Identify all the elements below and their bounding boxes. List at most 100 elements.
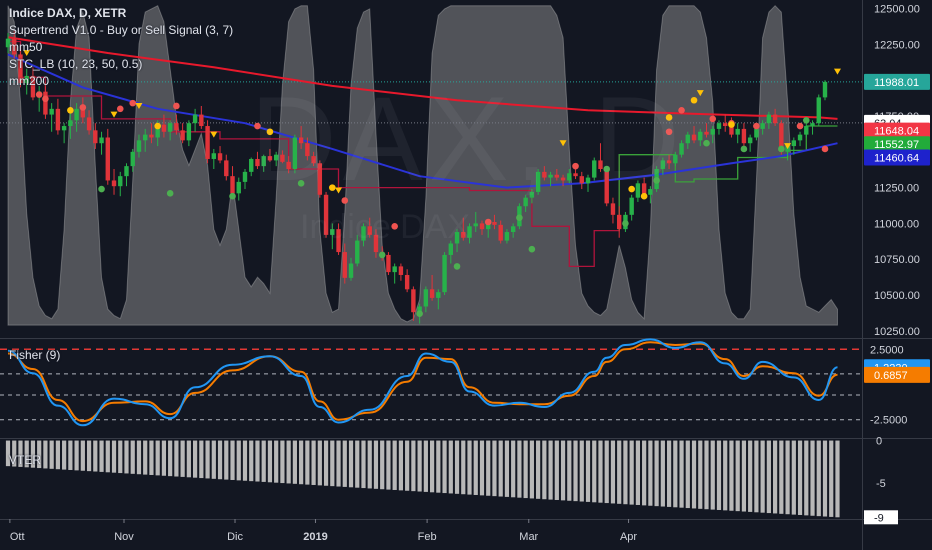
candle-body <box>342 252 347 278</box>
candle-body <box>741 128 747 144</box>
vter-bar <box>629 440 634 505</box>
legend-title[interactable]: Indice DAX, D, XETR <box>9 6 127 20</box>
vter-bar <box>361 440 366 489</box>
legend-mm50[interactable]: mm50 <box>9 40 43 54</box>
candle-body <box>710 128 715 135</box>
vter-bar <box>12 440 17 467</box>
candle-body <box>155 124 160 138</box>
vter-bar <box>660 440 665 507</box>
sell-signal <box>753 122 760 130</box>
vter-bar <box>143 440 148 475</box>
candle-body <box>704 131 709 135</box>
candle-body <box>74 108 79 121</box>
candle-body <box>610 203 616 215</box>
vter-bar <box>105 440 110 473</box>
candle-body <box>30 75 36 98</box>
vter-bar <box>380 440 385 490</box>
candle-body <box>224 160 229 177</box>
candle-body <box>797 134 803 141</box>
vter-bar <box>323 440 329 486</box>
candle-body <box>136 140 142 152</box>
candle-body <box>68 120 73 127</box>
vter-bar <box>679 440 684 508</box>
vter-bar <box>779 440 784 514</box>
vter-bar <box>49 440 54 469</box>
candle-body <box>255 158 260 167</box>
vter-bar <box>111 440 117 473</box>
candle-body <box>292 137 298 169</box>
buy-signal <box>378 251 386 259</box>
vter-bar <box>822 440 828 517</box>
price-badge: 11988.01 <box>874 77 919 89</box>
price-tick: 12250.00 <box>874 39 920 51</box>
vter-bar <box>417 440 422 492</box>
candle-body <box>230 176 235 194</box>
fisher-tick: -2.5000 <box>870 415 907 427</box>
vter-bar <box>598 440 603 503</box>
candle-body <box>473 223 478 227</box>
candle-body <box>336 229 341 253</box>
vter-bar <box>168 440 173 477</box>
vter-bar <box>330 440 335 487</box>
vter-bar <box>355 440 360 488</box>
vter-bar <box>754 440 759 513</box>
candle-body <box>80 108 86 118</box>
buy-signal <box>297 180 305 187</box>
vter-bar <box>579 440 584 502</box>
vter-bar <box>835 440 840 518</box>
vter-bar <box>461 440 466 495</box>
price-badge: 11552.97 <box>874 139 919 151</box>
vter-bar <box>785 440 790 515</box>
legend-supertrend[interactable]: Supertrend V1.0 - Buy or Sell Signal (3,… <box>9 23 234 37</box>
candle-body <box>398 266 404 275</box>
candle-body <box>735 128 740 135</box>
legend-stc[interactable]: STC_LB (10, 23, 50, 0.5) <box>9 57 143 71</box>
fisher-legend[interactable]: Fisher (9) <box>9 348 61 362</box>
candle-body <box>766 114 772 124</box>
time-tick: Dic <box>227 531 243 543</box>
vter-bar <box>517 440 522 498</box>
sell-signal <box>678 106 685 114</box>
yellow-signal-triangle <box>696 90 704 97</box>
stc-area <box>7 4 839 326</box>
candle-body <box>548 174 553 178</box>
price-badge-bg <box>864 73 930 90</box>
vter-bar <box>180 440 185 477</box>
vter-bar <box>405 440 410 491</box>
yellow-signal-triangle <box>210 131 218 138</box>
vter-bar <box>192 440 198 478</box>
vter-bar <box>230 440 235 480</box>
vter-bar <box>261 440 266 482</box>
vter-bar <box>217 440 223 480</box>
vter-bar <box>24 440 29 468</box>
legend-mm200[interactable]: mm200 <box>9 74 50 88</box>
price-tick: 10750.00 <box>874 254 920 266</box>
vter-bar <box>398 440 404 491</box>
candle-body <box>24 75 29 84</box>
sell-signal <box>572 162 579 170</box>
price-tick: 10500.00 <box>874 290 920 302</box>
candle-body <box>760 123 765 129</box>
vter-legend[interactable]: VTER <box>9 453 42 467</box>
vter-bar <box>317 440 322 486</box>
candle-body <box>772 114 778 124</box>
candle-body <box>498 224 503 241</box>
vter-bar <box>542 440 547 500</box>
sell-signal <box>79 104 87 111</box>
candle-body <box>192 114 198 124</box>
candle-body <box>542 171 547 178</box>
time-tick: Feb <box>418 531 437 543</box>
yellow-signal-triangle <box>833 68 841 75</box>
candle-body <box>560 177 566 181</box>
candle-body <box>573 173 578 177</box>
candle-body <box>174 123 179 131</box>
candle-body <box>436 292 441 298</box>
candle-body <box>791 140 797 147</box>
buy-signal <box>622 220 629 227</box>
candle-body <box>205 126 210 159</box>
candle-body <box>311 156 316 164</box>
candle-body <box>130 151 135 167</box>
vter-bar <box>467 440 472 495</box>
vter-bar <box>68 440 73 470</box>
